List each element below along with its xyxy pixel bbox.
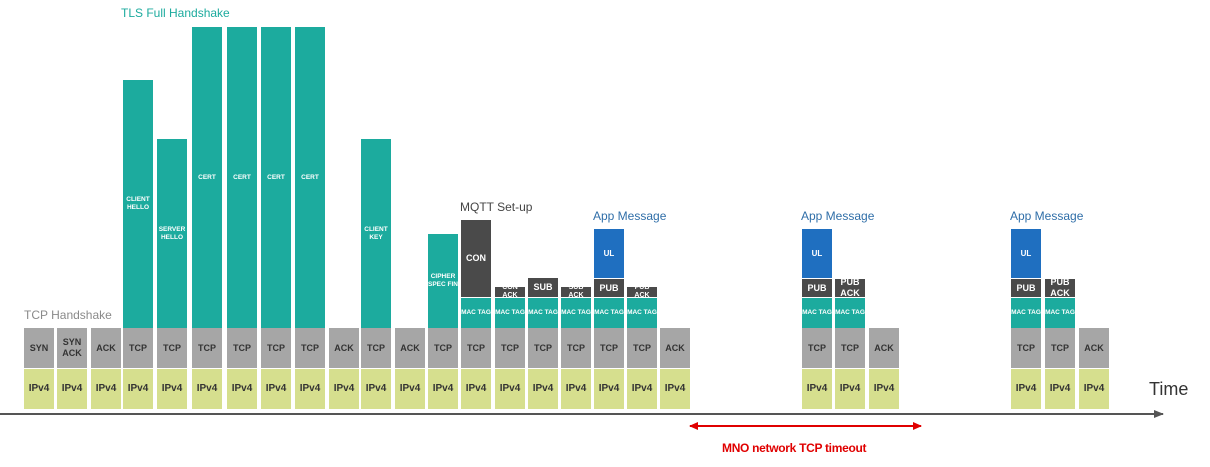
- tcp-handshake-label: TCP Handshake: [24, 308, 112, 322]
- tcp-packet: TCP: [528, 328, 558, 368]
- mac-tag-packet: MAC TAG: [835, 298, 865, 328]
- ipv4-packet: IPv4: [361, 369, 391, 409]
- ipv4-packet: IPv4: [1045, 369, 1075, 409]
- ack-packet: ACK: [660, 328, 690, 368]
- tcp-packet: TCP: [1011, 328, 1041, 368]
- tcp-packet: TCP: [594, 328, 624, 368]
- mac-tag-packet: MAC TAG: [1045, 298, 1075, 328]
- ul-packet: UL: [802, 229, 832, 278]
- tcp-packet: TCP: [461, 328, 491, 368]
- tls-handshake-label: TLS Full Handshake: [121, 6, 230, 20]
- ipv4-packet: IPv4: [627, 369, 657, 409]
- tcp-packet: TCP: [361, 328, 391, 368]
- tcp-packet: TCP: [561, 328, 591, 368]
- ipv4-packet: IPv4: [261, 369, 291, 409]
- ipv4-packet: IPv4: [91, 369, 121, 409]
- cert-packet: CERT: [227, 27, 257, 328]
- tcp-packet: TCP: [428, 328, 458, 368]
- ul-packet: UL: [594, 229, 624, 278]
- ack-packet: ACK: [869, 328, 899, 368]
- tcp-packet: TCP: [157, 328, 187, 368]
- syn-ack-packet: SYN ACK: [57, 328, 87, 368]
- ipv4-packet: IPv4: [660, 369, 690, 409]
- pub-ack-packet: PUB ACK: [1045, 279, 1075, 297]
- tcp-packet: TCP: [1045, 328, 1075, 368]
- ipv4-packet: IPv4: [1079, 369, 1109, 409]
- ipv4-packet: IPv4: [1011, 369, 1041, 409]
- cert-packet: CERT: [295, 27, 325, 328]
- mac-tag-packet: MAC TAG: [594, 298, 624, 328]
- ipv4-packet: IPv4: [192, 369, 222, 409]
- tcp-packet: TCP: [123, 328, 153, 368]
- mac-tag-packet: MAC TAG: [495, 298, 525, 328]
- ipv4-packet: IPv4: [835, 369, 865, 409]
- server-hello-packet: SERVER HELLO: [157, 139, 187, 328]
- mac-tag-packet: MAC TAG: [627, 298, 657, 328]
- ipv4-packet: IPv4: [227, 369, 257, 409]
- app-message-label-1: App Message: [593, 209, 667, 223]
- tcp-packet: TCP: [261, 328, 291, 368]
- ipv4-packet: IPv4: [561, 369, 591, 409]
- ack-packet: ACK: [1079, 328, 1109, 368]
- timeout-label: MNO network TCP timeout: [722, 441, 867, 455]
- tcp-packet: TCP: [627, 328, 657, 368]
- app-message-label-2: App Message: [801, 209, 875, 223]
- ipv4-packet: IPv4: [495, 369, 525, 409]
- mqtt-setup-label: MQTT Set-up: [460, 200, 533, 214]
- con-ack-packet: CON ACK: [495, 287, 525, 297]
- mac-tag-packet: MAC TAG: [1011, 298, 1041, 328]
- ipv4-packet: IPv4: [24, 369, 54, 409]
- ack-packet: ACK: [395, 328, 425, 368]
- pub-ack-packet: PUB ACK: [627, 287, 657, 297]
- ack-packet: ACK: [91, 328, 121, 368]
- mac-tag-packet: MAC TAG: [461, 298, 491, 328]
- tcp-packet: TCP: [227, 328, 257, 368]
- cipher-spec-fin-packet: CIPHER SPEC FIN: [428, 234, 458, 328]
- pub-packet: PUB: [594, 279, 624, 297]
- ack-packet: ACK: [329, 328, 359, 368]
- ipv4-packet: IPv4: [461, 369, 491, 409]
- ipv4-packet: IPv4: [528, 369, 558, 409]
- ipv4-packet: IPv4: [594, 369, 624, 409]
- syn-packet: SYN: [24, 328, 54, 368]
- tcp-packet: TCP: [192, 328, 222, 368]
- time-label: Time: [1149, 379, 1189, 399]
- ipv4-packet: IPv4: [395, 369, 425, 409]
- tcp-packet: TCP: [802, 328, 832, 368]
- pub-packet: PUB: [1011, 279, 1041, 297]
- pub-packet: PUB: [802, 279, 832, 297]
- mac-tag-packet: MAC TAG: [528, 298, 558, 328]
- ipv4-packet: IPv4: [802, 369, 832, 409]
- cert-packet: CERT: [261, 27, 291, 328]
- ipv4-packet: IPv4: [428, 369, 458, 409]
- tcp-packet: TCP: [495, 328, 525, 368]
- ipv4-packet: IPv4: [157, 369, 187, 409]
- tcp-packet: TCP: [295, 328, 325, 368]
- mac-tag-packet: MAC TAG: [561, 298, 591, 328]
- client-key-packet: CLIENT KEY: [361, 139, 391, 328]
- ipv4-packet: IPv4: [123, 369, 153, 409]
- con-packet: CON: [461, 220, 491, 297]
- cert-packet: CERT: [192, 27, 222, 328]
- mac-tag-packet: MAC TAG: [802, 298, 832, 328]
- ul-packet: UL: [1011, 229, 1041, 278]
- client-hello-packet: CLIENT HELLO: [123, 80, 153, 328]
- tcp-packet: TCP: [835, 328, 865, 368]
- ipv4-packet: IPv4: [329, 369, 359, 409]
- sub-ack-packet: SUB ACK: [561, 287, 591, 297]
- sub-packet: SUB: [528, 278, 558, 297]
- app-message-label-3: App Message: [1010, 209, 1084, 223]
- ipv4-packet: IPv4: [295, 369, 325, 409]
- ipv4-packet: IPv4: [869, 369, 899, 409]
- pub-ack-packet: PUB ACK: [835, 279, 865, 297]
- ipv4-packet: IPv4: [57, 369, 87, 409]
